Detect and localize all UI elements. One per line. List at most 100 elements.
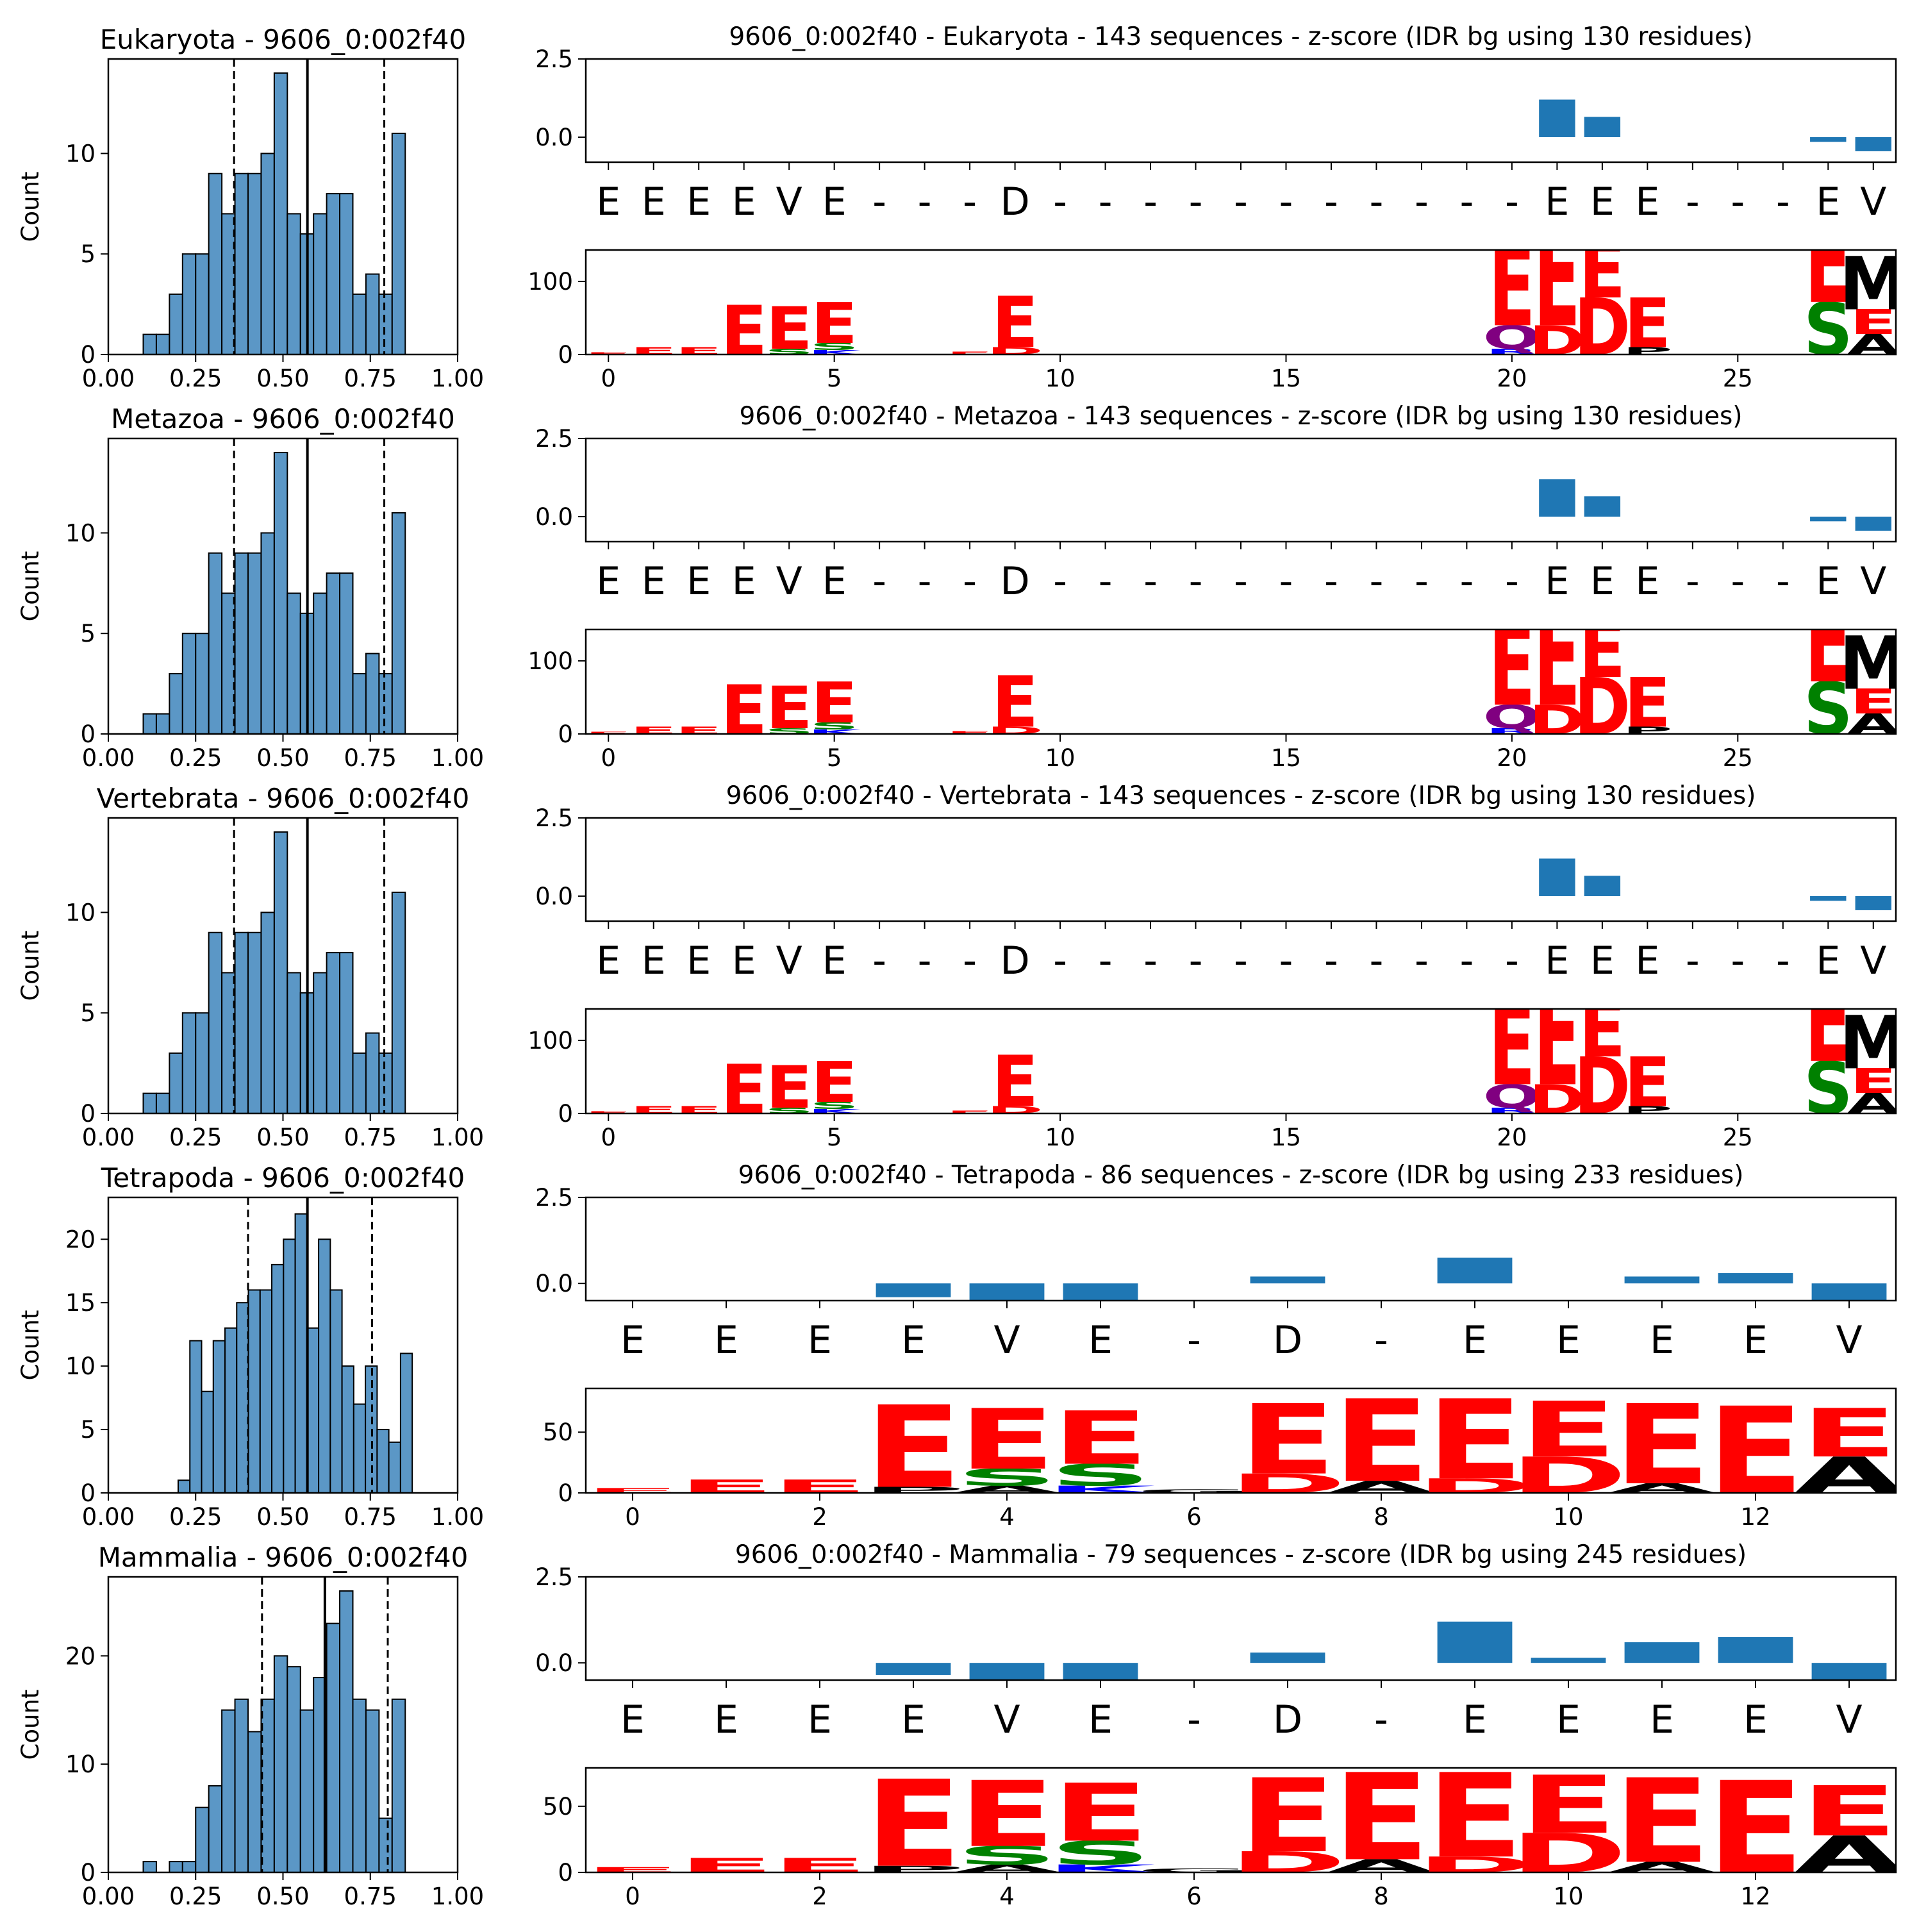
y-tick-label: 10 — [65, 1353, 96, 1380]
residue-label: - — [1415, 938, 1429, 983]
residue-label: E — [1545, 938, 1569, 983]
residue-label: E — [901, 1697, 926, 1742]
residue-label: - — [1189, 559, 1203, 604]
residue-label: E — [642, 179, 666, 224]
logo-letter: E — [1488, 602, 1535, 732]
logo-letter: D — [1574, 1042, 1631, 1132]
zscore-bar — [876, 1283, 951, 1297]
residue-label: - — [1234, 559, 1248, 604]
logo-letter: E — [1850, 1062, 1897, 1101]
logo-letter: K — [1045, 1862, 1160, 1875]
logo-letter: E — [1488, 222, 1535, 353]
histogram-bar — [169, 672, 183, 735]
logo-letter: E — [585, 731, 632, 735]
x-tick-label: 6 — [1186, 1503, 1202, 1531]
residue-label: - — [963, 938, 977, 983]
histogram-bar — [212, 1340, 226, 1494]
logo-letter: K — [1045, 1483, 1160, 1495]
histogram-bar — [142, 713, 157, 735]
y-tick-label: 0.0 — [535, 1270, 573, 1297]
residue-label: - — [1143, 559, 1158, 604]
x-tick-label: 0.00 — [82, 1124, 135, 1151]
x-tick-label: 0.00 — [82, 365, 135, 392]
residue-label: - — [918, 938, 932, 983]
x-tick-label: 0.25 — [169, 1124, 222, 1151]
residue-label: E — [686, 179, 711, 224]
residue-label: - — [1776, 938, 1790, 983]
residue-label: E — [620, 1318, 645, 1363]
x-tick-label: 0.25 — [169, 1503, 222, 1531]
logo-letter: E — [1333, 1749, 1429, 1888]
residue-label: - — [1187, 1697, 1201, 1742]
residue-label: E — [1816, 179, 1840, 224]
residue-label: E — [1743, 1318, 1768, 1363]
histogram-bar — [260, 532, 275, 735]
zscore-bar — [1855, 516, 1891, 531]
logo-frame — [585, 628, 1897, 735]
logo-letter: D — [986, 724, 1043, 736]
zscore-title: 9606_0:002f40 - Tetrapoda - 86 sequences… — [738, 1161, 1744, 1190]
logo-letter: E — [1520, 1759, 1616, 1852]
histogram-bar — [378, 1817, 393, 1874]
histogram: Eukaryota - 9606_0:002f40 0.00 0.25 0.50 0.7… — [17, 24, 484, 392]
residue-label: - — [1460, 179, 1474, 224]
logo-letter: D — [1529, 697, 1586, 744]
residue-label: E — [642, 938, 666, 983]
y-tick-label: 20 — [65, 1642, 96, 1670]
histogram-bar — [236, 1302, 249, 1494]
zscore-bar — [1810, 895, 1847, 901]
logo-letter: Q — [1483, 699, 1541, 736]
y-tick-label: 0 — [558, 1859, 573, 1886]
zscore-title: 9606_0:002f40 - Mammalia - 79 sequences … — [735, 1540, 1747, 1569]
residue-label: E — [1635, 938, 1659, 983]
zscore-bar — [1063, 1663, 1138, 1680]
logo-letter: E — [1800, 1772, 1897, 1852]
residue-label: - — [963, 179, 977, 224]
residue-label: E — [808, 1318, 832, 1363]
logo-letter: M — [1839, 621, 1907, 706]
zscore-bar — [1539, 858, 1575, 896]
residue-label: - — [1279, 559, 1293, 604]
x-tick-label: 20 — [1497, 1124, 1527, 1151]
y-tick-label: 10 — [65, 140, 96, 167]
logo-letter: A — [1326, 1478, 1436, 1497]
residue-label: - — [918, 179, 932, 224]
x-tick-label: 0 — [601, 744, 616, 772]
logo-letter: M — [1839, 242, 1907, 327]
histogram-title: Mammalia - 9606_0:002f40 — [98, 1542, 469, 1573]
zscore-bar — [969, 1663, 1045, 1680]
histogram-bar — [195, 1012, 210, 1114]
logo-letter: A — [952, 1483, 1061, 1495]
histogram-bar — [247, 1731, 262, 1873]
logo-letter: M — [1839, 1001, 1907, 1086]
residue-label: V — [776, 559, 802, 604]
logo-letter: E — [1579, 226, 1625, 316]
x-tick-label: 0.75 — [344, 744, 397, 772]
logo-letter: A — [1847, 329, 1900, 362]
residue-label: D — [1273, 1697, 1302, 1742]
zscore-chart: 9606_0:002f40 - Mammalia - 79 sequences … — [535, 1540, 1897, 1742]
residue-label: E — [1088, 1697, 1113, 1742]
residue-label: E — [1650, 1318, 1674, 1363]
histogram-bar — [352, 293, 367, 355]
logo-letter: E — [1800, 1395, 1897, 1472]
logo-frame — [585, 1008, 1897, 1115]
histogram-bar — [365, 273, 380, 356]
logo-letter: D — [1574, 662, 1631, 753]
residue-label: - — [1370, 559, 1384, 604]
residue-label: E — [1545, 179, 1569, 224]
x-tick-label: 1.00 — [431, 1124, 484, 1151]
logo-letter: E — [1613, 1754, 1710, 1889]
y-tick-label: 10 — [65, 1751, 96, 1778]
y-axis-label: Count — [17, 931, 44, 1001]
x-tick-label: 0.75 — [344, 1503, 397, 1531]
histogram-bar — [155, 333, 170, 356]
histogram-bar — [181, 253, 197, 355]
residue-label: - — [1143, 179, 1158, 224]
zscore-frame — [585, 437, 1897, 543]
residue-label: - — [1234, 938, 1248, 983]
residue-label: E — [686, 938, 711, 983]
